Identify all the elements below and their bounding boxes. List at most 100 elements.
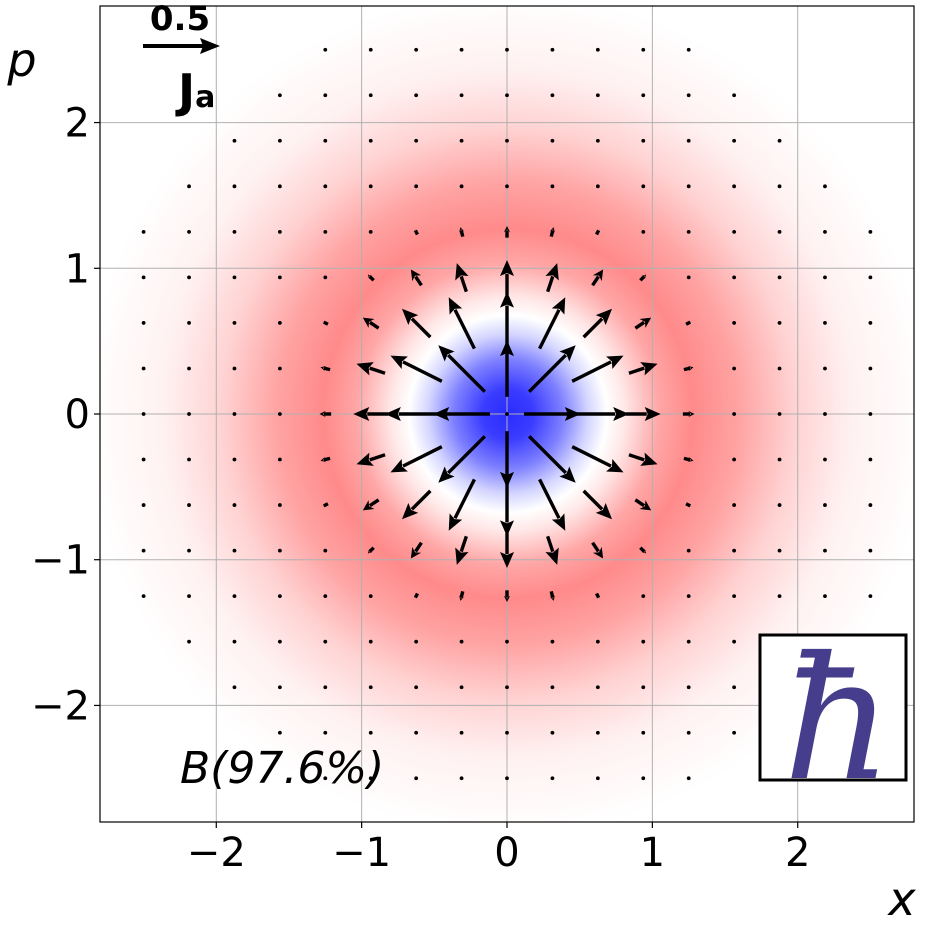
- quiver-arrow-64: [323, 47, 328, 52]
- quiver-arrow-173: [634, 498, 652, 511]
- quiver-arrow-201: [732, 730, 737, 735]
- quiver-arrow-27: [232, 366, 237, 371]
- quiver-arrow-140: [527, 435, 576, 483]
- quiver-arrow-186: [686, 685, 691, 690]
- quiver-arrow-244: [868, 412, 873, 416]
- quiver-arrow-35: [277, 639, 282, 644]
- quiver-arrow-164: [595, 138, 600, 143]
- quiver-arrow-101: [459, 685, 464, 690]
- quiver-arrow-14: [187, 412, 191, 416]
- quiver-arrow-198: [686, 138, 691, 143]
- quiver-arrow-245: [868, 366, 873, 371]
- quiver-arrow-242: [868, 503, 873, 507]
- quiver-arrow-159: [571, 355, 624, 383]
- quiver-arrow-166: [595, 47, 600, 52]
- quiver-arrow-137: [549, 590, 555, 601]
- quiver-arrow-136: [550, 639, 555, 644]
- quiver-arrow-176: [628, 362, 658, 376]
- quiver-arrow-112: [459, 184, 464, 189]
- quiver-arrow-148: [550, 93, 555, 98]
- quiver-arrow-206: [732, 503, 737, 507]
- quiver-arrow-78: [368, 184, 373, 189]
- hbar-symbol: ħ: [783, 621, 893, 819]
- quiver-arrow-29: [232, 275, 237, 280]
- quiver-arrow-88: [401, 489, 432, 520]
- quiver-arrow-84: [414, 685, 419, 690]
- quiver-arrow-185: [686, 730, 691, 735]
- quiver-arrow-63: [323, 93, 328, 98]
- y-tick-label-3: 1: [65, 246, 90, 292]
- quiver-arrow-25: [232, 457, 237, 462]
- quiver-arrow-224: [777, 321, 782, 325]
- x-tick-label-4: 2: [785, 830, 810, 876]
- quiver-arrow-124: [505, 412, 509, 416]
- quiver-arrow-187: [686, 639, 691, 644]
- quiver-arrow-91: [390, 355, 443, 383]
- quiver-arrow-208: [732, 412, 737, 416]
- quiver-arrow-151: [595, 730, 600, 735]
- quiver-arrow-177: [634, 317, 652, 330]
- quiver-arrow-181: [641, 138, 646, 143]
- quiver-arrow-234: [823, 412, 827, 416]
- quiver-arrow-144: [545, 263, 559, 293]
- quiver-arrow-235: [823, 366, 827, 371]
- quiver-arrow-209: [732, 366, 737, 371]
- quiver-arrow-93: [410, 269, 423, 287]
- quiver-arrow-178: [639, 274, 647, 282]
- quiver-key: 0.5 Ja: [143, 0, 220, 118]
- y-ticks: −2 −1 0 1 2: [31, 101, 100, 729]
- quiver-arrow-196: [686, 229, 691, 234]
- x-tick-label-0: −2: [187, 830, 246, 876]
- quiver-arrow-156: [582, 489, 613, 520]
- quiver-arrow-121: [500, 533, 514, 569]
- quiver-arrow-205: [732, 548, 737, 553]
- quiver-arrow-110: [455, 263, 469, 293]
- quiver-arrow-65: [368, 776, 373, 781]
- quiver-arrow-87: [410, 541, 423, 559]
- quiver-arrow-60: [323, 229, 328, 234]
- quiver-arrow-179: [641, 229, 646, 234]
- quiver-arrow-89: [390, 445, 443, 473]
- quiver-arrow-237: [823, 275, 827, 280]
- quiver-arrow-45: [277, 184, 282, 189]
- quiver-arrow-143: [538, 297, 566, 350]
- quiver-arrow-57: [320, 365, 331, 372]
- quiver-arrow-170: [641, 639, 646, 644]
- hbar-inset: ħ: [758, 621, 908, 819]
- quiver-arrow-19: [187, 184, 191, 189]
- quiver-arrow-12: [187, 503, 191, 507]
- quiver-arrow-204: [732, 594, 737, 599]
- quiver-arrow-146: [550, 184, 555, 189]
- quiver-arrow-133: [550, 776, 555, 781]
- quiver-arrow-172: [639, 546, 647, 554]
- quiver-arrow-145: [549, 227, 555, 238]
- quiver-arrow-22: [232, 594, 237, 599]
- quiver-arrow-183: [641, 47, 646, 52]
- quiver-arrow-139: [538, 478, 566, 531]
- quiver-arrow-236: [823, 321, 827, 325]
- quiver-arrow-50: [323, 685, 328, 690]
- quiver-arrow-80: [368, 93, 373, 98]
- quiver-arrow-113: [459, 138, 464, 143]
- quiver-arrow-243: [868, 457, 873, 462]
- quiver-arrow-142: [527, 345, 576, 393]
- quiver-arrow-123: [500, 431, 514, 488]
- quiver-arrow-42: [277, 321, 282, 325]
- quiver-arrow-59: [323, 275, 328, 280]
- quiver-key-arrowhead: [200, 38, 220, 54]
- quiver-arrow-23: [232, 548, 237, 553]
- quiver-arrow-231: [823, 548, 827, 553]
- quiver-arrow-128: [503, 226, 511, 238]
- quiver-arrow-47: [277, 93, 282, 98]
- quiver-arrow-239: [823, 184, 827, 189]
- quiver-arrow-69: [368, 594, 373, 599]
- quiver-arrow-10: [187, 594, 191, 599]
- quiver-arrow-225: [777, 275, 782, 280]
- quiver-arrow-9: [187, 639, 191, 644]
- quiver-arrow-11: [187, 548, 191, 553]
- quiver-arrow-6: [141, 321, 146, 325]
- quiver-arrow-132: [505, 47, 509, 52]
- quiver-arrow-67: [368, 685, 373, 690]
- quiver-arrow-1: [141, 548, 146, 553]
- quiver-arrow-41: [277, 366, 282, 371]
